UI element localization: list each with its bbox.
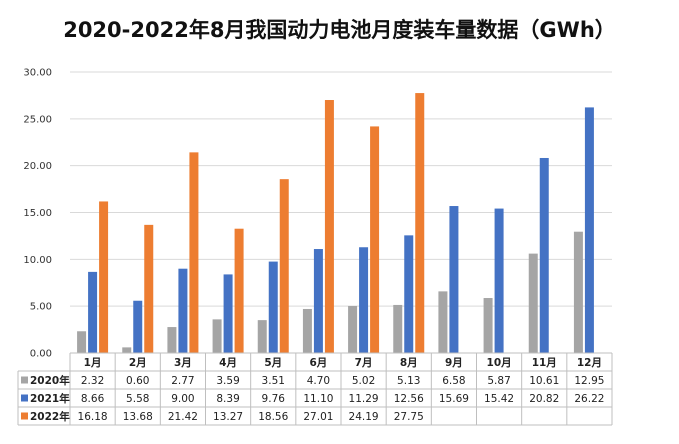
data-label: 9.00 [171,393,194,405]
data-label: 0.60 [126,375,149,387]
legend-key-2022年 [21,412,28,420]
y-tick-label: 20.00 [23,161,52,172]
bar-2021年-1月 [88,271,98,353]
data-label: 18.56 [258,411,288,423]
y-tick-label: 10.00 [23,255,52,266]
data-label: 15.69 [439,393,469,405]
bar-2020年-11月 [528,253,538,353]
bar-2021年-10月 [494,208,504,353]
bar-2022年-6月 [324,100,334,353]
x-category-label: 2月 [129,357,147,369]
data-label: 27.75 [394,411,424,423]
legend-key-2020年 [21,376,28,384]
data-label: 8.39 [216,393,239,405]
data-label: 12.95 [574,375,604,387]
bar-2022年-7月 [370,126,380,353]
y-tick-label: 30.00 [23,68,52,79]
bar-2020年-3月 [167,327,177,353]
bar-2022年-5月 [279,179,289,353]
data-label: 5.58 [126,393,149,405]
legend-label-2021年: 2021年 [30,392,70,405]
bar-2020年-2月 [122,347,132,353]
bar-2022年-4月 [234,228,244,353]
bar-2021年-6月 [313,249,323,353]
bar-2021年-3月 [178,268,188,353]
legend-label-2020年: 2020年 [30,374,70,387]
bar-2021年-7月 [359,247,369,353]
y-tick-label: 25.00 [23,114,52,125]
x-category-label: 10月 [487,357,512,369]
bar-2020年-7月 [348,305,358,353]
chart-title: 2020-2022年8月我国动力电池月度装车量数据（GWh） [63,18,616,42]
x-category-label: 12月 [577,357,602,369]
y-tick-label: 15.00 [23,208,52,219]
bar-2021年-4月 [223,274,233,353]
bar-2022年-2月 [144,224,154,353]
bar-2020年-9月 [438,291,448,353]
data-label: 21.42 [168,411,198,423]
x-category-label: 4月 [219,357,237,369]
x-category-label: 5月 [264,357,282,369]
data-label: 3.59 [216,375,239,387]
bar-2020年-6月 [302,308,312,353]
data-label: 11.10 [303,393,333,405]
bar-2020年-5月 [257,320,267,353]
data-label: 13.27 [213,411,243,423]
data-label: 11.29 [349,393,379,405]
data-label: 26.22 [574,393,604,405]
data-label: 27.01 [303,411,333,423]
data-label: 6.58 [442,375,465,387]
data-label: 15.42 [484,393,514,405]
x-category-label: 9月 [445,357,463,369]
bar-2021年-12月 [584,107,594,353]
data-label: 8.66 [81,393,105,405]
bar-2021年-11月 [539,157,549,353]
legend-key-2021年 [21,394,28,402]
legend-label-2022年: 2022年 [30,410,70,423]
data-label: 2.32 [81,375,104,387]
bar-2022年-8月 [415,93,425,353]
bar-2020年-12月 [573,231,583,353]
bar-2022年-1月 [99,201,109,353]
bar-2020年-4月 [212,319,222,353]
data-label: 5.87 [487,375,510,387]
x-category-label: 7月 [355,357,373,369]
bar-2021年-2月 [133,300,143,353]
data-label: 24.19 [349,411,379,423]
data-label: 5.02 [352,375,375,387]
bar-2021年-8月 [404,235,414,353]
data-label: 20.82 [529,393,559,405]
bar-2021年-5月 [268,261,278,353]
data-label: 2.77 [171,375,194,387]
bar-2021年-9月 [449,206,459,353]
x-category-label: 11月 [532,357,557,369]
data-label: 5.13 [397,375,420,387]
bar-2020年-1月 [77,331,87,353]
y-tick-label: 5.00 [30,302,52,313]
data-label: 16.18 [78,411,108,423]
data-label: 4.70 [307,375,330,387]
data-label: 10.61 [529,375,559,387]
x-category-label: 8月 [400,357,418,369]
data-label: 12.56 [394,393,424,405]
x-category-label: 3月 [174,357,192,369]
bar-2020年-8月 [393,304,403,353]
data-label: 3.51 [262,375,285,387]
bar-2022年-3月 [189,152,199,353]
data-label: 13.68 [123,411,153,423]
data-label: 9.76 [262,393,286,405]
y-tick-label: 0.00 [30,349,52,360]
x-category-label: 6月 [310,357,328,369]
x-category-label: 1月 [84,357,102,369]
bar-2020年-10月 [483,298,493,353]
